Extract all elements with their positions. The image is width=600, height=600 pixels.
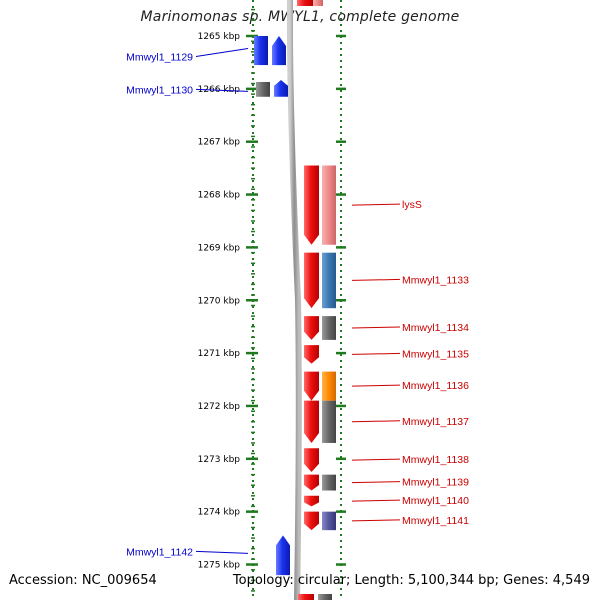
gene-track	[254, 36, 336, 576]
gene-label-mmwyl1-1136[interactable]: Mmwyl1_1136	[402, 380, 469, 392]
map-title: Marinomonas sp. MWYL1, complete genome	[140, 9, 460, 25]
label-leader-line	[195, 48, 249, 58]
ruler-tick-label: 1273 kbp	[198, 455, 241, 465]
gene-feature-mmwyl1-1141[interactable]	[322, 511, 336, 531]
gene-label-mmwyl1-1130[interactable]: Mmwyl1_1130	[126, 84, 193, 96]
ruler-tick-label: 1272 kbp	[198, 402, 241, 412]
gene-feature-mmwyl1-1133[interactable]	[322, 252, 336, 309]
accession-text: Accession: NC_009654	[9, 573, 157, 588]
gene-labels: Mmwyl1_1129 Mmwyl1_1130 lysS Mmwyl1_1133 Mmw…	[126, 48, 469, 558]
ruler-tick-label: 1275 kbp	[198, 561, 241, 571]
gene-arrow-lyss[interactable]	[304, 165, 319, 245]
ruler-tick-label: 1265 kbp	[198, 32, 241, 42]
gene-label-mmwyl1-1135[interactable]: Mmwyl1_1135	[402, 348, 469, 360]
label-leader-line	[351, 481, 401, 484]
label-leader-line	[351, 519, 401, 522]
gene-arrow-mmwyl1-1135[interactable]	[304, 345, 319, 364]
gene-label-mmwyl1-1134[interactable]: Mmwyl1_1134	[402, 322, 469, 334]
label-leader-line	[195, 550, 249, 554]
gene-arrow-mmwyl1-1136[interactable]	[304, 371, 319, 401]
gene-label-mmwyl1-1129[interactable]: Mmwyl1_1129	[126, 52, 193, 64]
gene-feature-lyss[interactable]	[322, 165, 336, 245]
gene-arrow-mmwyl1-1134[interactable]	[304, 316, 319, 340]
gene-arrow-mmwyl1-1138[interactable]	[304, 448, 319, 473]
gene-label-mmwyl1-1141[interactable]: Mmwyl1_1141	[402, 515, 469, 527]
gene-feature-mmwyl1-1136[interactable]	[322, 371, 336, 401]
gene-arrow-mmwyl1-1137[interactable]	[304, 400, 319, 443]
gene-label-mmwyl1-1137[interactable]: Mmwyl1_1137	[402, 416, 469, 428]
label-leader-line	[351, 326, 401, 329]
gene-label-mmwyl1-1138[interactable]: Mmwyl1_1138	[402, 454, 469, 466]
gene-label-mmwyl1-1142[interactable]: Mmwyl1_1142	[126, 546, 193, 558]
gene-label-mmwyl1-1133[interactable]: Mmwyl1_1133	[402, 274, 469, 286]
gene-label-mmwyl1-1139[interactable]: Mmwyl1_1139	[402, 477, 469, 489]
label-leader-line	[351, 203, 401, 206]
label-leader-line	[351, 384, 401, 387]
label-leader-line	[351, 352, 401, 355]
gene-arrow-mmwyl1-1141[interactable]	[304, 511, 319, 531]
genome-backbone	[287, 0, 332, 600]
gene-arrow-mmwyl1-1129[interactable]	[272, 36, 286, 66]
gene-arrow-mmwyl1-1130[interactable]	[274, 79, 288, 97]
ruler-tick-label: 1267 kbp	[198, 138, 241, 148]
ruler-tick-label: 1269 kbp	[198, 243, 241, 253]
gene-feature-mmwyl1-1137[interactable]	[322, 400, 336, 443]
gene-block-mmwyl1-1129[interactable]	[254, 36, 268, 66]
ruler-tick-label: 1268 kbp	[198, 191, 241, 201]
label-leader-line	[195, 88, 249, 92]
gene-arrow-mmwyl1-1142[interactable]	[276, 535, 290, 576]
gene-label-mmwyl1-1140[interactable]: Mmwyl1_1140	[402, 495, 469, 507]
gene-feature-mmwyl1-1130[interactable]	[256, 81, 270, 97]
genome-summary-text: Topology: circular; Length: 5,100,344 bp…	[232, 573, 590, 588]
gene-feature-mmwyl1-1134[interactable]	[322, 316, 336, 340]
gene-feature-mmwyl1-1139[interactable]	[322, 474, 336, 491]
ruler-tick-label: 1274 kbp	[198, 508, 241, 518]
label-leader-line	[351, 420, 401, 423]
label-leader-line	[351, 458, 401, 461]
ruler-tick-label: 1270 kbp	[198, 296, 241, 306]
gene-label-lyss[interactable]: lysS	[402, 199, 422, 211]
gene-arrow-mmwyl1-1133[interactable]	[304, 252, 319, 309]
gene-arrow-mmwyl1-1140[interactable]	[304, 495, 319, 507]
label-leader-line	[351, 499, 401, 502]
ruler-tick-label: 1271 kbp	[198, 349, 241, 359]
gene-arrow-mmwyl1-1139[interactable]	[304, 474, 319, 491]
label-leader-line	[351, 278, 401, 281]
